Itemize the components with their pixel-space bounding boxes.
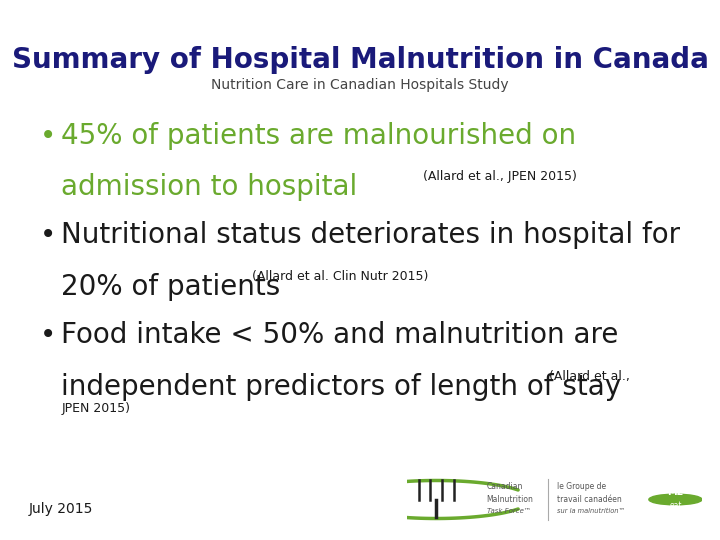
Text: (Allard et al., JPEN 2015): (Allard et al., JPEN 2015)	[419, 170, 577, 183]
Text: Nutrition Care in Canadian Hospitals Study: Nutrition Care in Canadian Hospitals Stu…	[211, 78, 509, 92]
Text: •: •	[40, 122, 56, 150]
Text: Canadian: Canadian	[487, 482, 523, 491]
Circle shape	[649, 494, 702, 505]
Text: Malnutrition: Malnutrition	[487, 495, 534, 504]
Text: JPEN 2015): JPEN 2015)	[61, 402, 130, 415]
Text: independent predictors of length of stay: independent predictors of length of stay	[61, 373, 621, 401]
Text: Summary of Hospital Malnutrition in Canada: Summary of Hospital Malnutrition in Cana…	[12, 46, 708, 74]
Text: eat: eat	[669, 501, 682, 510]
Text: Task Force™: Task Force™	[487, 508, 531, 514]
Text: (Allard et al. Clin Nutr 2015): (Allard et al. Clin Nutr 2015)	[248, 270, 429, 283]
Text: admission to hospital: admission to hospital	[61, 173, 357, 201]
Text: travail canadéen: travail canadéen	[557, 495, 622, 504]
Text: sur la malnutrition™: sur la malnutrition™	[557, 508, 626, 514]
Text: (Allard et al.,: (Allard et al.,	[545, 370, 630, 383]
Text: M2: M2	[667, 488, 683, 497]
Text: •: •	[40, 321, 56, 349]
Text: 45% of patients are malnourished on: 45% of patients are malnourished on	[61, 122, 576, 150]
Text: Food intake < 50% and malnutrition are: Food intake < 50% and malnutrition are	[61, 321, 618, 349]
Text: July 2015: July 2015	[29, 502, 93, 516]
Text: •: •	[40, 221, 56, 249]
Text: 20% of patients: 20% of patients	[61, 273, 281, 301]
Text: le Groupe de: le Groupe de	[557, 482, 606, 491]
Text: Nutritional status deteriorates in hospital for: Nutritional status deteriorates in hospi…	[61, 221, 680, 249]
